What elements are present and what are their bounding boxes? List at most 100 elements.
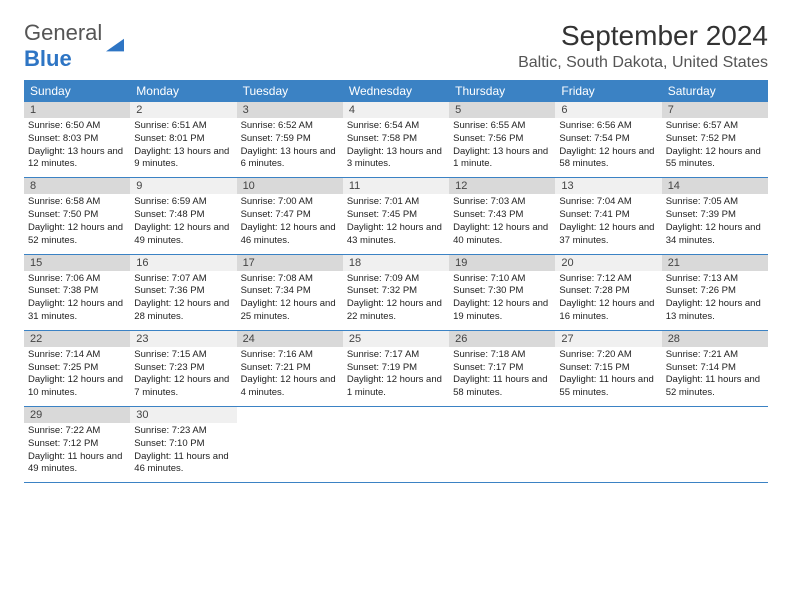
day-cell bbox=[449, 407, 555, 482]
day-number: 29 bbox=[24, 407, 130, 423]
day-cell: 24Sunrise: 7:16 AMSunset: 7:21 PMDayligh… bbox=[237, 331, 343, 406]
month-title: September 2024 bbox=[518, 20, 768, 52]
day-cell: 8Sunrise: 6:58 AMSunset: 7:50 PMDaylight… bbox=[24, 178, 130, 253]
day-cell: 14Sunrise: 7:05 AMSunset: 7:39 PMDayligh… bbox=[662, 178, 768, 253]
day-details: Sunrise: 6:52 AMSunset: 7:59 PMDaylight:… bbox=[237, 118, 343, 177]
day-details: Sunrise: 6:58 AMSunset: 7:50 PMDaylight:… bbox=[24, 194, 130, 253]
day-number: 8 bbox=[24, 178, 130, 194]
day-details: Sunrise: 7:12 AMSunset: 7:28 PMDaylight:… bbox=[555, 271, 661, 330]
day-cell: 20Sunrise: 7:12 AMSunset: 7:28 PMDayligh… bbox=[555, 255, 661, 330]
day-details: Sunrise: 7:10 AMSunset: 7:30 PMDaylight:… bbox=[449, 271, 555, 330]
day-number: 16 bbox=[130, 255, 236, 271]
location: Baltic, South Dakota, United States bbox=[518, 54, 768, 72]
day-cell: 5Sunrise: 6:55 AMSunset: 7:56 PMDaylight… bbox=[449, 102, 555, 177]
day-number: 17 bbox=[237, 255, 343, 271]
day-number: 14 bbox=[662, 178, 768, 194]
day-number: 1 bbox=[24, 102, 130, 118]
day-cell: 21Sunrise: 7:13 AMSunset: 7:26 PMDayligh… bbox=[662, 255, 768, 330]
day-number: 23 bbox=[130, 331, 236, 347]
day-number: 20 bbox=[555, 255, 661, 271]
day-number: 26 bbox=[449, 331, 555, 347]
day-cell bbox=[662, 407, 768, 482]
title-block: September 2024 Baltic, South Dakota, Uni… bbox=[518, 20, 768, 72]
day-details: Sunrise: 7:00 AMSunset: 7:47 PMDaylight:… bbox=[237, 194, 343, 253]
day-number: 4 bbox=[343, 102, 449, 118]
weekday-header: Saturday bbox=[662, 80, 768, 102]
weekday-header: Tuesday bbox=[237, 80, 343, 102]
day-cell: 30Sunrise: 7:23 AMSunset: 7:10 PMDayligh… bbox=[130, 407, 236, 482]
logo-triangle-icon bbox=[106, 37, 124, 55]
day-number: 5 bbox=[449, 102, 555, 118]
logo: General Blue bbox=[24, 20, 124, 72]
day-number: 15 bbox=[24, 255, 130, 271]
weeks-container: 1Sunrise: 6:50 AMSunset: 8:03 PMDaylight… bbox=[24, 102, 768, 483]
day-cell: 29Sunrise: 7:22 AMSunset: 7:12 PMDayligh… bbox=[24, 407, 130, 482]
weekday-header: Friday bbox=[555, 80, 661, 102]
day-number: 12 bbox=[449, 178, 555, 194]
week-row: 29Sunrise: 7:22 AMSunset: 7:12 PMDayligh… bbox=[24, 407, 768, 483]
day-details: Sunrise: 6:57 AMSunset: 7:52 PMDaylight:… bbox=[662, 118, 768, 177]
day-cell: 2Sunrise: 6:51 AMSunset: 8:01 PMDaylight… bbox=[130, 102, 236, 177]
day-details: Sunrise: 6:55 AMSunset: 7:56 PMDaylight:… bbox=[449, 118, 555, 177]
day-number: 7 bbox=[662, 102, 768, 118]
day-cell: 22Sunrise: 7:14 AMSunset: 7:25 PMDayligh… bbox=[24, 331, 130, 406]
day-details: Sunrise: 7:21 AMSunset: 7:14 PMDaylight:… bbox=[662, 347, 768, 406]
day-number: 13 bbox=[555, 178, 661, 194]
day-cell: 4Sunrise: 6:54 AMSunset: 7:58 PMDaylight… bbox=[343, 102, 449, 177]
day-details: Sunrise: 7:23 AMSunset: 7:10 PMDaylight:… bbox=[130, 423, 236, 482]
day-details: Sunrise: 7:13 AMSunset: 7:26 PMDaylight:… bbox=[662, 271, 768, 330]
day-details: Sunrise: 7:04 AMSunset: 7:41 PMDaylight:… bbox=[555, 194, 661, 253]
day-number: 2 bbox=[130, 102, 236, 118]
day-details: Sunrise: 7:16 AMSunset: 7:21 PMDaylight:… bbox=[237, 347, 343, 406]
day-details: Sunrise: 7:22 AMSunset: 7:12 PMDaylight:… bbox=[24, 423, 130, 482]
day-number: 28 bbox=[662, 331, 768, 347]
week-row: 22Sunrise: 7:14 AMSunset: 7:25 PMDayligh… bbox=[24, 331, 768, 407]
day-cell: 16Sunrise: 7:07 AMSunset: 7:36 PMDayligh… bbox=[130, 255, 236, 330]
day-number: 6 bbox=[555, 102, 661, 118]
day-cell bbox=[237, 407, 343, 482]
day-details: Sunrise: 7:09 AMSunset: 7:32 PMDaylight:… bbox=[343, 271, 449, 330]
day-number: 30 bbox=[130, 407, 236, 423]
day-number: 24 bbox=[237, 331, 343, 347]
day-cell: 26Sunrise: 7:18 AMSunset: 7:17 PMDayligh… bbox=[449, 331, 555, 406]
weekday-header: Sunday bbox=[24, 80, 130, 102]
day-details: Sunrise: 7:15 AMSunset: 7:23 PMDaylight:… bbox=[130, 347, 236, 406]
day-details: Sunrise: 7:03 AMSunset: 7:43 PMDaylight:… bbox=[449, 194, 555, 253]
day-cell: 27Sunrise: 7:20 AMSunset: 7:15 PMDayligh… bbox=[555, 331, 661, 406]
day-details: Sunrise: 7:20 AMSunset: 7:15 PMDaylight:… bbox=[555, 347, 661, 406]
day-number: 9 bbox=[130, 178, 236, 194]
day-cell: 19Sunrise: 7:10 AMSunset: 7:30 PMDayligh… bbox=[449, 255, 555, 330]
weekday-header-row: SundayMondayTuesdayWednesdayThursdayFrid… bbox=[24, 80, 768, 102]
day-details: Sunrise: 6:56 AMSunset: 7:54 PMDaylight:… bbox=[555, 118, 661, 177]
day-cell: 17Sunrise: 7:08 AMSunset: 7:34 PMDayligh… bbox=[237, 255, 343, 330]
day-details: Sunrise: 7:08 AMSunset: 7:34 PMDaylight:… bbox=[237, 271, 343, 330]
day-cell: 25Sunrise: 7:17 AMSunset: 7:19 PMDayligh… bbox=[343, 331, 449, 406]
day-details: Sunrise: 6:50 AMSunset: 8:03 PMDaylight:… bbox=[24, 118, 130, 177]
day-details: Sunrise: 6:54 AMSunset: 7:58 PMDaylight:… bbox=[343, 118, 449, 177]
logo-text: General Blue bbox=[24, 20, 102, 72]
day-details: Sunrise: 7:01 AMSunset: 7:45 PMDaylight:… bbox=[343, 194, 449, 253]
day-cell: 9Sunrise: 6:59 AMSunset: 7:48 PMDaylight… bbox=[130, 178, 236, 253]
day-cell: 18Sunrise: 7:09 AMSunset: 7:32 PMDayligh… bbox=[343, 255, 449, 330]
day-details: Sunrise: 7:05 AMSunset: 7:39 PMDaylight:… bbox=[662, 194, 768, 253]
day-number: 19 bbox=[449, 255, 555, 271]
day-cell: 15Sunrise: 7:06 AMSunset: 7:38 PMDayligh… bbox=[24, 255, 130, 330]
week-row: 1Sunrise: 6:50 AMSunset: 8:03 PMDaylight… bbox=[24, 102, 768, 178]
day-cell bbox=[343, 407, 449, 482]
weekday-header: Thursday bbox=[449, 80, 555, 102]
day-details: Sunrise: 7:17 AMSunset: 7:19 PMDaylight:… bbox=[343, 347, 449, 406]
day-number: 18 bbox=[343, 255, 449, 271]
day-details: Sunrise: 7:06 AMSunset: 7:38 PMDaylight:… bbox=[24, 271, 130, 330]
calendar: SundayMondayTuesdayWednesdayThursdayFrid… bbox=[24, 80, 768, 483]
week-row: 8Sunrise: 6:58 AMSunset: 7:50 PMDaylight… bbox=[24, 178, 768, 254]
weekday-header: Wednesday bbox=[343, 80, 449, 102]
day-cell: 28Sunrise: 7:21 AMSunset: 7:14 PMDayligh… bbox=[662, 331, 768, 406]
day-details: Sunrise: 6:51 AMSunset: 8:01 PMDaylight:… bbox=[130, 118, 236, 177]
day-number: 21 bbox=[662, 255, 768, 271]
day-details: Sunrise: 7:07 AMSunset: 7:36 PMDaylight:… bbox=[130, 271, 236, 330]
header: General Blue September 2024 Baltic, Sout… bbox=[24, 20, 768, 72]
day-cell: 7Sunrise: 6:57 AMSunset: 7:52 PMDaylight… bbox=[662, 102, 768, 177]
day-number: 25 bbox=[343, 331, 449, 347]
day-cell: 11Sunrise: 7:01 AMSunset: 7:45 PMDayligh… bbox=[343, 178, 449, 253]
day-cell: 3Sunrise: 6:52 AMSunset: 7:59 PMDaylight… bbox=[237, 102, 343, 177]
